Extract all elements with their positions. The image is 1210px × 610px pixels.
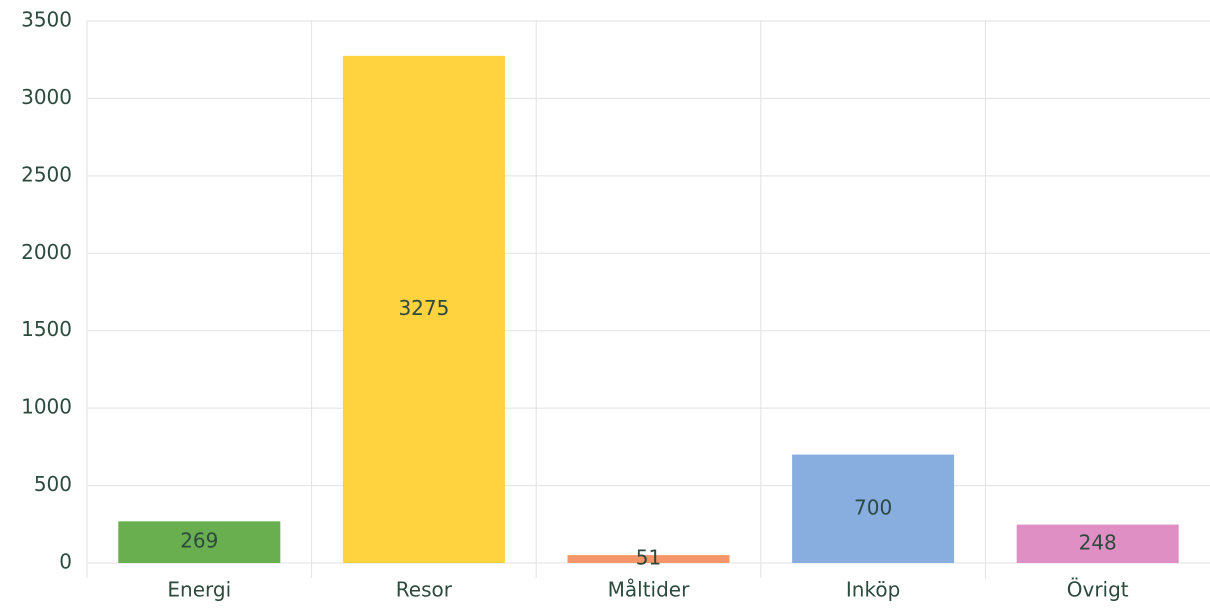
x-tick-label: Övrigt [1067, 578, 1129, 602]
bar [567, 555, 730, 563]
x-tick-label: Energi [167, 578, 231, 602]
x-tick-label: Resor [396, 578, 453, 602]
y-tick-label: 500 [34, 472, 72, 496]
y-tick-label: 1000 [21, 395, 72, 419]
value-label: 700 [854, 495, 892, 519]
value-label: 269 [180, 529, 218, 553]
y-tick-label: 0 [59, 550, 72, 574]
bar [118, 521, 281, 563]
x-tick-label: Måltider [608, 578, 690, 602]
bar [792, 454, 955, 563]
value-label: 51 [636, 546, 661, 570]
y-tick-label: 2500 [21, 162, 72, 186]
y-tick-label: 1500 [21, 317, 72, 341]
x-tick-label: Inköp [846, 578, 900, 602]
value-label: 248 [1079, 530, 1117, 554]
y-tick-label: 2000 [21, 240, 72, 264]
value-label: 3275 [398, 296, 449, 320]
bar [342, 55, 505, 563]
y-tick-label: 3000 [21, 85, 72, 109]
bar [1016, 524, 1179, 563]
y-tick-label: 3500 [21, 8, 72, 32]
